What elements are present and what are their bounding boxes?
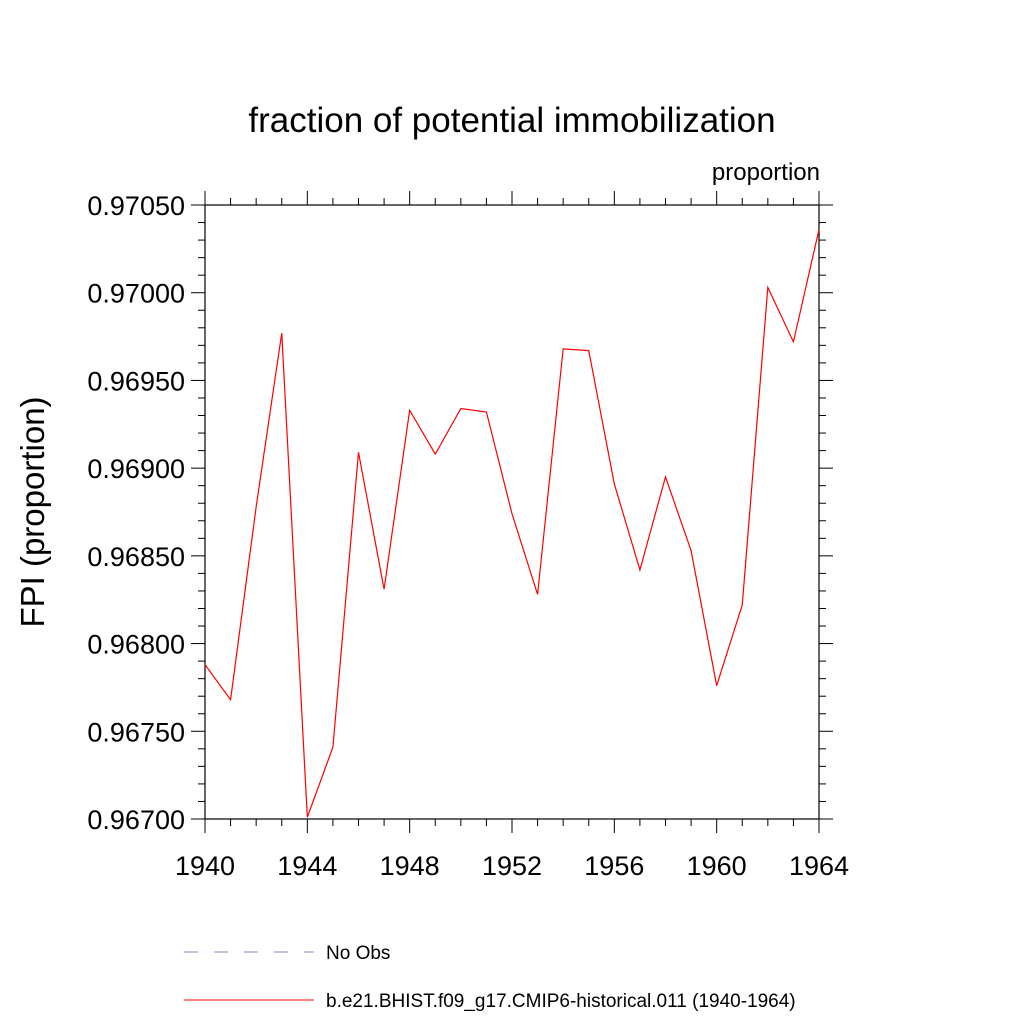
chart-title: fraction of potential immobilization [248,101,775,140]
legend-label: b.e21.BHIST.f09_g17.CMIP6-historical.011… [326,991,796,1012]
y-tick-label: 0.96700 [87,805,185,835]
series-line [204,229,820,818]
x-tick-label: 1964 [789,851,849,881]
y-tick-label: 0.96750 [87,717,185,747]
x-tick-label: 1952 [482,851,542,881]
legend: No Obs b.e21.BHIST.f09_g17.CMIP6-historic… [184,943,796,1012]
y-tick-label: 0.96800 [87,630,185,660]
x-tick-label: 1940 [175,851,235,881]
x-tick-label: 1956 [584,851,644,881]
y-tick-label: 0.96850 [87,542,185,572]
x-tick-label: 1960 [687,851,747,881]
units-label: proportion [712,159,820,186]
x-tick-label: 1948 [380,851,440,881]
y-tick-label: 0.97050 [87,191,185,221]
x-tick-labels: 1940 1944 1948 1952 1956 1960 1964 [175,851,849,881]
y-axis-label: FPI (proportion) [14,396,51,627]
y-tick-label: 0.96950 [87,366,185,396]
legend-label: No Obs [326,943,390,964]
series-lines [204,229,820,818]
x-tick-label: 1944 [277,851,337,881]
y-tick-label: 0.96900 [87,454,185,484]
y-tick-labels: 0.96700 0.96750 0.96800 0.96850 0.96900 0.969… [87,191,185,835]
axis-ticks [191,191,833,833]
y-tick-label: 0.97000 [87,279,185,309]
